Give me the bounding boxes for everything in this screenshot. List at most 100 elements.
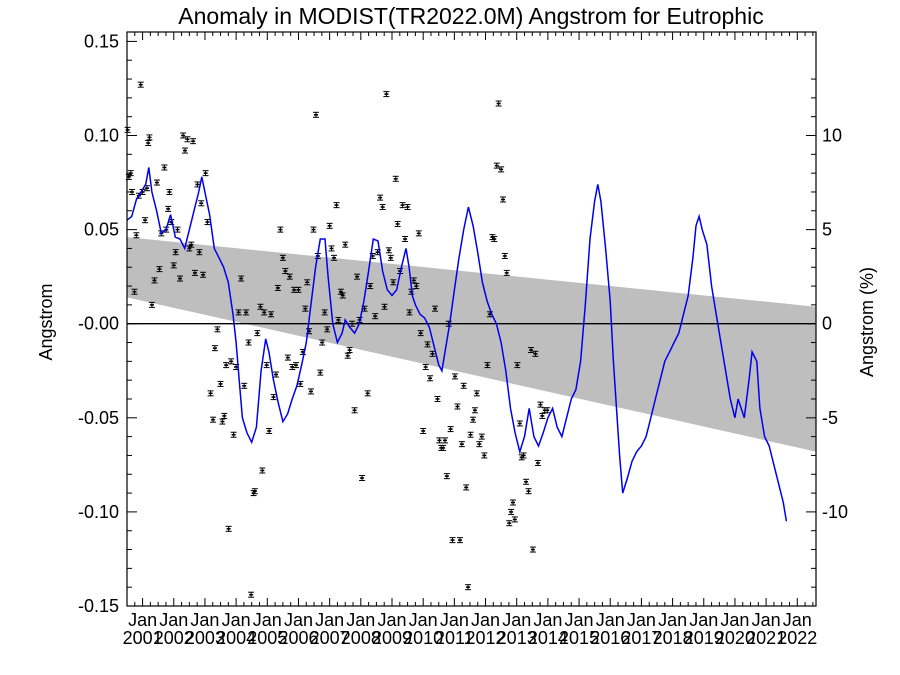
- x-tick-year-label: 2018: [653, 628, 693, 648]
- data-point: [235, 309, 242, 316]
- data-point: [331, 254, 338, 261]
- data-point: [326, 222, 333, 229]
- data-point: [238, 275, 245, 282]
- data-point: [170, 262, 177, 269]
- x-tick-year-label: 2020: [715, 628, 755, 648]
- data-point: [534, 459, 541, 466]
- data-point: [532, 350, 539, 357]
- data-point: [539, 412, 546, 419]
- data-point: [442, 437, 448, 444]
- data-point: [498, 166, 505, 173]
- data-point: [284, 354, 291, 361]
- data-point: [484, 362, 491, 369]
- data-point: [544, 407, 551, 414]
- data-point: [219, 418, 226, 425]
- x-tick-year-label: 2009: [372, 628, 412, 648]
- x-tick-month-label: Jan: [159, 610, 188, 630]
- x-tick-year-label: 2003: [185, 628, 225, 648]
- data-point: [166, 188, 173, 195]
- data-point: [151, 277, 158, 284]
- data-point: [328, 245, 335, 252]
- data-point: [349, 320, 356, 327]
- data-point: [491, 236, 498, 243]
- data-point: [359, 475, 366, 482]
- y-right-tick-label: -10: [822, 502, 848, 522]
- data-point: [537, 401, 544, 408]
- y-left-tick-label: 0.15: [84, 31, 119, 51]
- data-point: [456, 537, 463, 544]
- data-point: [422, 363, 429, 370]
- x-tick-year-label: 2014: [528, 628, 568, 648]
- x-tick-year-label: 2006: [278, 628, 318, 648]
- y-right-tick-label: -5: [822, 408, 838, 428]
- data-point: [406, 309, 413, 316]
- x-axis: Jan2001Jan2002Jan2003Jan2004Jan2005Jan20…: [123, 32, 817, 648]
- data-point: [473, 390, 480, 397]
- data-point: [304, 279, 311, 286]
- x-tick-month-label: Jan: [471, 610, 500, 630]
- data-point: [451, 373, 458, 380]
- data-point: [417, 330, 424, 337]
- trend-uncertainty-band: [127, 237, 816, 452]
- data-point: [153, 179, 160, 186]
- data-point: [292, 362, 299, 369]
- data-point: [268, 311, 275, 318]
- x-tick-month-label: Jan: [533, 610, 562, 630]
- data-point: [427, 375, 434, 382]
- data-point: [509, 499, 516, 506]
- data-point: [174, 226, 181, 233]
- data-point: [319, 339, 326, 346]
- data-point: [191, 269, 198, 276]
- data-point: [302, 305, 309, 312]
- data-point: [493, 162, 500, 169]
- data-point: [390, 279, 397, 286]
- data-point: [245, 339, 252, 346]
- data-point: [156, 266, 163, 273]
- y-right-tick-label: 10: [822, 126, 842, 146]
- x-tick-month-label: Jan: [346, 610, 375, 630]
- trend-band-layer: [127, 237, 816, 452]
- data-point: [516, 420, 523, 427]
- data-point: [145, 140, 152, 147]
- data-point: [463, 484, 470, 491]
- x-tick-year-label: 2007: [310, 628, 350, 648]
- data-point: [221, 412, 228, 419]
- data-point: [251, 488, 258, 495]
- y-left-tick-label: -0.15: [78, 596, 119, 616]
- data-point: [263, 362, 270, 369]
- x-tick-year-label: 2022: [777, 628, 817, 648]
- data-point: [503, 269, 510, 276]
- x-tick-year-label: 2013: [497, 628, 537, 648]
- x-tick-month-label: Jan: [253, 610, 282, 630]
- x-tick-year-label: 2011: [435, 628, 474, 648]
- data-point: [424, 341, 431, 348]
- data-point: [511, 516, 518, 523]
- data-point: [415, 230, 422, 237]
- data-point: [207, 390, 214, 397]
- data-point: [440, 444, 447, 451]
- data-point: [230, 431, 237, 438]
- y-left-tick-label: -0.00: [78, 314, 119, 334]
- data-point: [481, 452, 488, 459]
- x-tick-month-label: Jan: [783, 610, 812, 630]
- data-point: [436, 437, 443, 444]
- data-point: [223, 362, 230, 369]
- data-point: [346, 347, 353, 354]
- data-point: [476, 441, 483, 448]
- x-tick-year-label: 2015: [559, 628, 599, 648]
- data-point: [523, 478, 530, 485]
- data-point: [460, 382, 467, 389]
- data-point: [148, 301, 155, 308]
- y-axis-right-label: Angstrom (%): [857, 267, 877, 377]
- plot-frame: [126, 31, 817, 607]
- x-tick-month-label: Jan: [128, 610, 157, 630]
- x-tick-month-label: Jan: [377, 610, 406, 630]
- data-point: [432, 305, 439, 312]
- data-point: [528, 347, 535, 354]
- data-point: [177, 275, 183, 282]
- x-tick-year-label: 2017: [621, 628, 661, 648]
- data-point: [367, 283, 374, 290]
- data-point: [324, 326, 331, 333]
- x-tick-month-label: Jan: [720, 610, 749, 630]
- data-point: [486, 311, 493, 318]
